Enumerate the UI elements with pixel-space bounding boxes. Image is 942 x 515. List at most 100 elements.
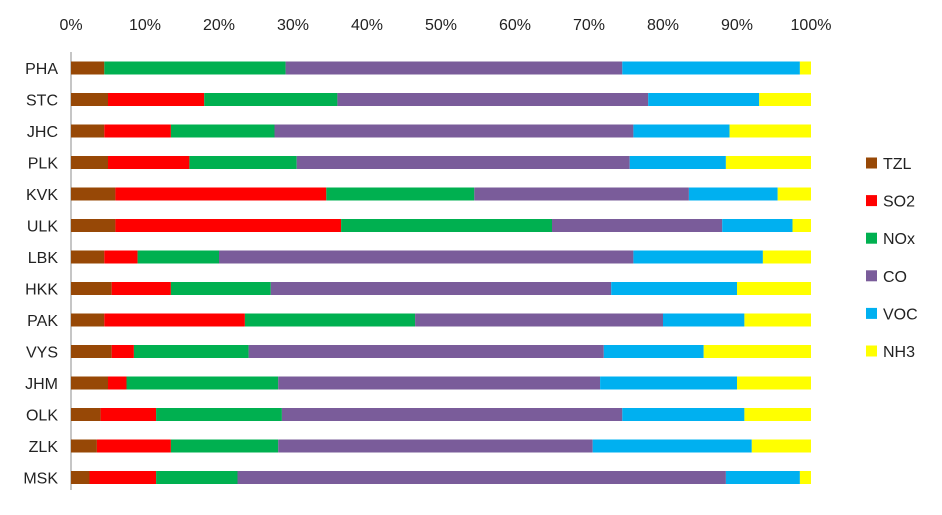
x-tick-label: 100%: [791, 17, 832, 34]
bar-segment-co-ulk: [552, 219, 723, 232]
x-tick-label: 20%: [203, 17, 235, 34]
legend-swatch-tzl: [866, 157, 877, 169]
bar-segment-nox-zlk: [170, 439, 279, 453]
bar-segment-tzl-msk: [71, 471, 90, 484]
category-label: PLK: [28, 156, 59, 173]
bar-segment-so2-zlk: [96, 439, 171, 453]
category-label: JHM: [25, 376, 58, 393]
legend-label-co: CO: [883, 269, 907, 286]
bar-segment-tzl-hkk: [71, 282, 112, 295]
bar-segment-tzl-kvk: [71, 187, 116, 201]
bar-segment-tzl-lbk: [71, 250, 105, 264]
bar-segment-nh3-jhc: [729, 124, 811, 138]
bar-segment-so2-jhm: [108, 376, 127, 390]
legend-swatch-so2: [866, 195, 877, 207]
category-label: VYS: [26, 345, 58, 362]
legend-swatch-nox: [866, 232, 877, 244]
bar-segment-nh3-msk: [799, 471, 811, 484]
x-tick-label: 90%: [721, 17, 753, 34]
bar-segment-voc-hkk: [611, 282, 737, 295]
legend-label-voc: VOC: [883, 306, 918, 323]
bar-segment-co-hkk: [270, 282, 612, 295]
bar-segment-tzl-jhc: [71, 124, 105, 138]
x-tick-label: 40%: [351, 17, 383, 34]
bar-segment-co-stc: [337, 93, 649, 106]
category-label: PHA: [25, 61, 58, 78]
bar-segment-so2-pak: [104, 313, 245, 327]
bar-segment-so2-plk: [108, 156, 190, 169]
bar-segment-voc-kvk: [688, 187, 778, 201]
bar-segment-nox-ulk: [341, 219, 552, 232]
bar-segment-so2-stc: [108, 93, 205, 106]
x-tick-label: 80%: [647, 17, 679, 34]
category-label: PAK: [27, 313, 58, 330]
category-labels: PHA STC JHC PLK KVK ULK LBK HKK PAK VYS JHM OLK ZLK M…: [23, 61, 58, 488]
bar-segment-voc-stc: [648, 93, 760, 106]
bar-segment-voc-vys: [603, 345, 704, 358]
bar-segment-tzl-pak: [71, 313, 105, 327]
x-tick-label: 60%: [499, 17, 531, 34]
bar-segment-voc-jhm: [600, 376, 737, 390]
category-label: HKK: [25, 282, 58, 299]
bar-segment-voc-zlk: [592, 439, 752, 453]
bar-segment-nh3-jhm: [737, 376, 811, 390]
bar-segment-nh3-hkk: [737, 282, 811, 295]
category-label: MSK: [23, 471, 58, 488]
bar-segment-so2-hkk: [111, 282, 171, 295]
category-label: KVK: [26, 187, 58, 204]
bar-segment-tzl-jhm: [71, 376, 108, 390]
bar-segment-tzl-vys: [71, 345, 112, 358]
x-tick-label: 0%: [59, 17, 82, 34]
bar-segment-tzl-stc: [71, 93, 108, 106]
bar-segment-nox-msk: [156, 471, 238, 484]
bar-segment-voc-jhc: [633, 124, 730, 138]
legend-label-nox: NOx: [883, 231, 915, 248]
legend-swatch-nh3: [866, 345, 877, 357]
bar-segment-nox-stc: [204, 93, 338, 106]
bar-segment-voc-pha: [622, 61, 800, 75]
bar-segment-voc-ulk: [722, 219, 793, 232]
bar-segment-so2-ulk: [115, 219, 342, 232]
bar-segment-nox-jhc: [170, 124, 275, 138]
category-label: STC: [26, 93, 58, 110]
bar-segment-nox-kvk: [326, 187, 475, 201]
bars: [71, 61, 811, 484]
bar-segment-nh3-ulk: [792, 219, 811, 232]
legend-swatch-co: [866, 270, 877, 282]
bar-segment-co-pha: [285, 61, 623, 75]
legend-label-so2: SO2: [883, 194, 915, 211]
bar-segment-tzl-ulk: [71, 219, 116, 232]
bar-segment-co-zlk: [278, 439, 593, 453]
bar-segment-tzl-plk: [71, 156, 108, 169]
bar-segment-nh3-lbk: [762, 250, 811, 264]
bar-segment-nox-vys: [133, 345, 249, 358]
bar-segment-nh3-stc: [759, 93, 811, 106]
x-tick-label: 70%: [573, 17, 605, 34]
category-label: ULK: [27, 219, 58, 236]
bar-segment-nh3-kvk: [777, 187, 811, 201]
bar-segment-nh3-vys: [703, 345, 811, 358]
category-label: JHC: [27, 124, 58, 141]
legend: TZL SO2 NOx CO VOC NH3: [866, 156, 918, 361]
bar-segment-nox-hkk: [170, 282, 271, 295]
bar-segment-co-msk: [237, 471, 726, 484]
bar-segment-so2-msk: [89, 471, 157, 484]
bar-segment-nh3-plk: [725, 156, 811, 169]
bar-segment-co-lbk: [219, 250, 634, 264]
bar-segment-so2-olk: [100, 408, 157, 421]
legend-swatch-voc: [866, 307, 877, 319]
bar-segment-so2-lbk: [104, 250, 138, 264]
bar-segment-voc-msk: [725, 471, 800, 484]
bar-segment-nox-olk: [156, 408, 282, 421]
bar-segment-co-vys: [248, 345, 604, 358]
bar-segment-nox-pak: [244, 313, 416, 327]
bar-segment-tzl-pha: [71, 61, 105, 75]
bar-segment-co-jhm: [278, 376, 601, 390]
category-label: OLK: [26, 408, 58, 425]
bar-segment-co-olk: [281, 408, 623, 421]
x-tick-label: 30%: [277, 17, 309, 34]
bar-segment-voc-lbk: [633, 250, 763, 264]
bar-segment-nh3-pha: [799, 61, 811, 75]
bar-segment-so2-kvk: [115, 187, 327, 201]
category-label: LBK: [28, 250, 59, 267]
